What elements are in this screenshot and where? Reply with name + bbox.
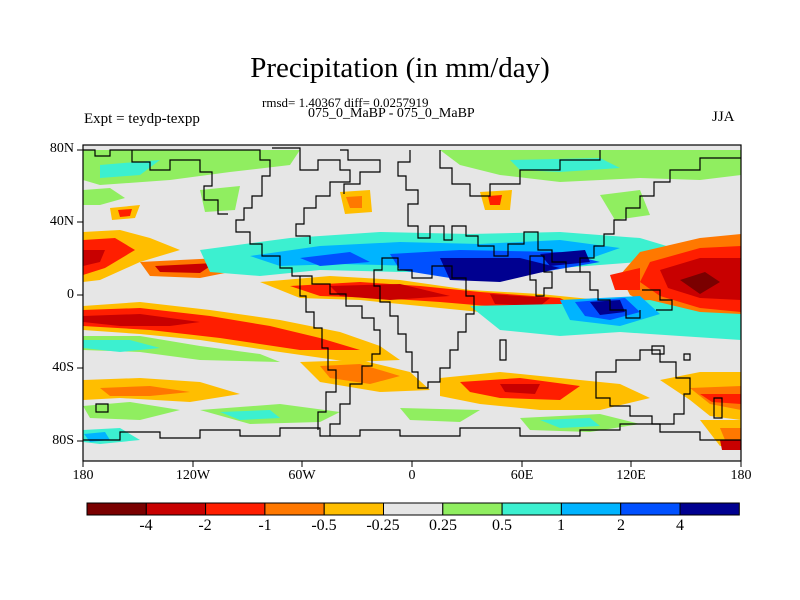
lat-label-80s: 80S [52, 433, 74, 448]
colorbar-label: 0.5 [492, 517, 512, 534]
colorbar-label: 0.25 [429, 517, 457, 534]
lon-label-120w: 120W [175, 468, 211, 483]
colorbar-box-2 [205, 502, 266, 516]
lat-label-40n: 40N [49, 214, 74, 229]
colorbar-label: 1 [557, 517, 565, 534]
colorbar-box-0 [86, 502, 147, 516]
lat-label-0: 0 [67, 287, 74, 302]
colorbar-label: -0.5 [311, 517, 337, 534]
lon-label-60w: 60W [288, 468, 316, 483]
colorbar-box-3 [264, 502, 325, 516]
lon-label-180w: 180 [72, 468, 94, 483]
lat-label-80n: 80N [49, 141, 74, 156]
lon-label-180e: 180 [730, 468, 752, 483]
colorbar-label: -4 [139, 517, 153, 534]
colorbar-box-8 [560, 502, 622, 516]
colorbar-box-7 [501, 502, 562, 516]
precip-field [83, 145, 741, 461]
lon-label-0: 0 [408, 468, 416, 483]
comparison-label: 075_0_MaBP - 075_0_MaBP [308, 106, 475, 121]
colorbar-box-1 [145, 502, 207, 516]
colorbar-label: -1 [258, 517, 272, 534]
colorbar-label: -0.25 [366, 517, 400, 534]
lat-label-40s: 40S [52, 360, 74, 375]
colorbar-label: -2 [198, 517, 212, 534]
colorbar-box-4 [323, 502, 385, 516]
colorbar-box-5 [383, 502, 444, 516]
colorbar [86, 502, 740, 516]
colorbar-box-6 [442, 502, 503, 516]
plot-title: Precipitation (in mm/day) [250, 52, 550, 84]
stats-line: rmsd= 1.40367 diff= 0.0257919 [262, 95, 429, 110]
colorbar-label: 4 [676, 517, 684, 534]
lon-label-60e: 60E [510, 468, 534, 483]
lon-label-120e: 120E [616, 468, 646, 483]
colorbar-label: 2 [617, 517, 625, 534]
coastlines [83, 147, 741, 441]
axis-ticks [77, 149, 742, 467]
colorbar-box-10 [679, 502, 740, 516]
season-label: JJA [712, 109, 735, 125]
colorbar-box-9 [620, 502, 681, 516]
experiment-label: Expt = teydp-texpp [84, 111, 200, 127]
